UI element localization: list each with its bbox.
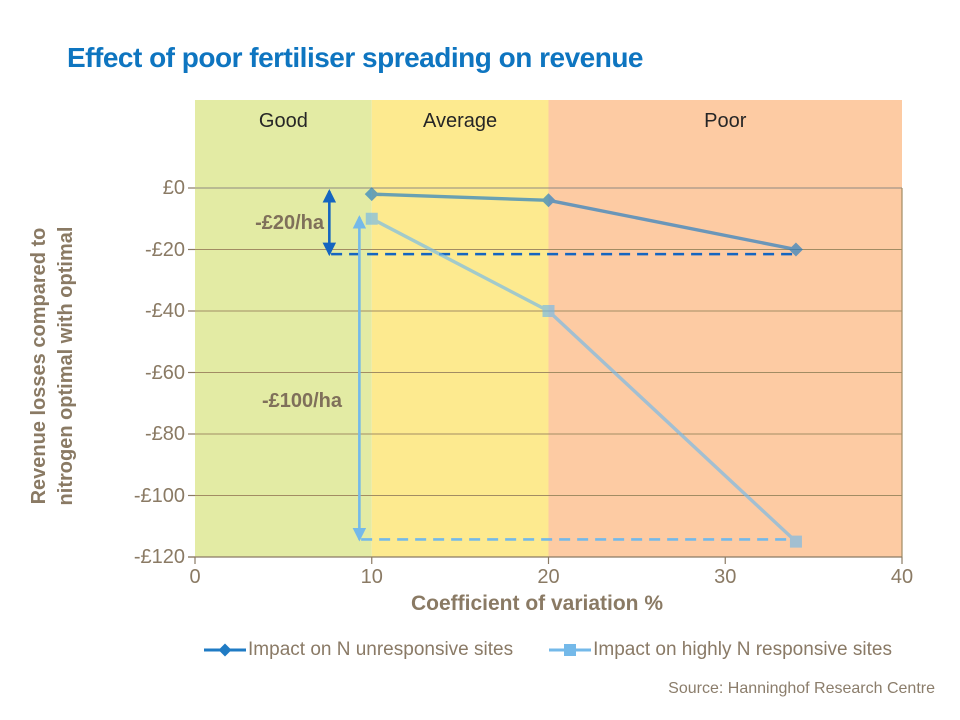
chart-title: Effect of poor fertiliser spreading on r… [67,42,644,73]
x-axis-tick-label: 10 [360,566,383,588]
legend-item: Impact on highly N responsive sites [549,639,892,661]
x-axis-title: Coefficient of variation % [410,592,664,615]
y-axis-tick-label: -£80 [144,423,185,445]
marker-square [789,535,802,548]
legend-label: Impact on highly N responsive sites [593,639,892,660]
zone-band-average [371,100,549,557]
y-axis-tick-label: -£120 [133,546,185,568]
marker-square [365,212,378,225]
x-axis-tick-label: 40 [890,566,914,588]
chart-legend: Impact on N unresponsive sites Impact on… [190,636,906,664]
legend-label: Impact on N unresponsive sites [248,639,514,660]
y-axis-tick-label: £0 [162,177,185,199]
zone-label-poor: Poor [704,110,747,132]
annotation-label-20-per-ha: -£20/ha [255,212,324,234]
x-axis-tick-label: 0 [189,566,201,588]
x-axis-tick-label: 30 [714,566,737,588]
legend-square-marker-icon [549,644,592,656]
x-axis-tick-label: 20 [537,566,560,588]
zone-band-good [195,100,372,557]
source-attribution: Source: Hanninghof Research Centre [668,680,935,697]
y-axis-title-line1: Revenue losses compared to [28,227,50,505]
annotation-label-100-per-ha: -£100/ha [261,390,342,412]
series-highly-n-responsive [365,212,802,548]
legend-diamond-marker-icon [204,643,247,657]
marker-square [542,305,555,317]
y-axis-tick-label: -£40 [144,300,185,322]
legend-item: Impact on N unresponsive sites [204,639,513,661]
y-axis-tick-label: -£60 [144,361,185,384]
y-axis-title: Revenue losses compared to nitrogen opti… [26,151,82,581]
y-axis-title-line2: nitrogen optimal with optimal [55,226,77,506]
marker-diamond [364,187,379,202]
y-axis-tick-label: -£100 [133,484,185,507]
series-n-unresponsive [364,187,803,257]
marker-diamond [541,193,556,208]
zone-label-good: Good [258,110,308,132]
zone-label-average: Average [423,110,498,132]
zone-band-poor [548,100,902,557]
marker-diamond [788,242,803,257]
y-axis-tick-label: -£20 [144,238,185,261]
